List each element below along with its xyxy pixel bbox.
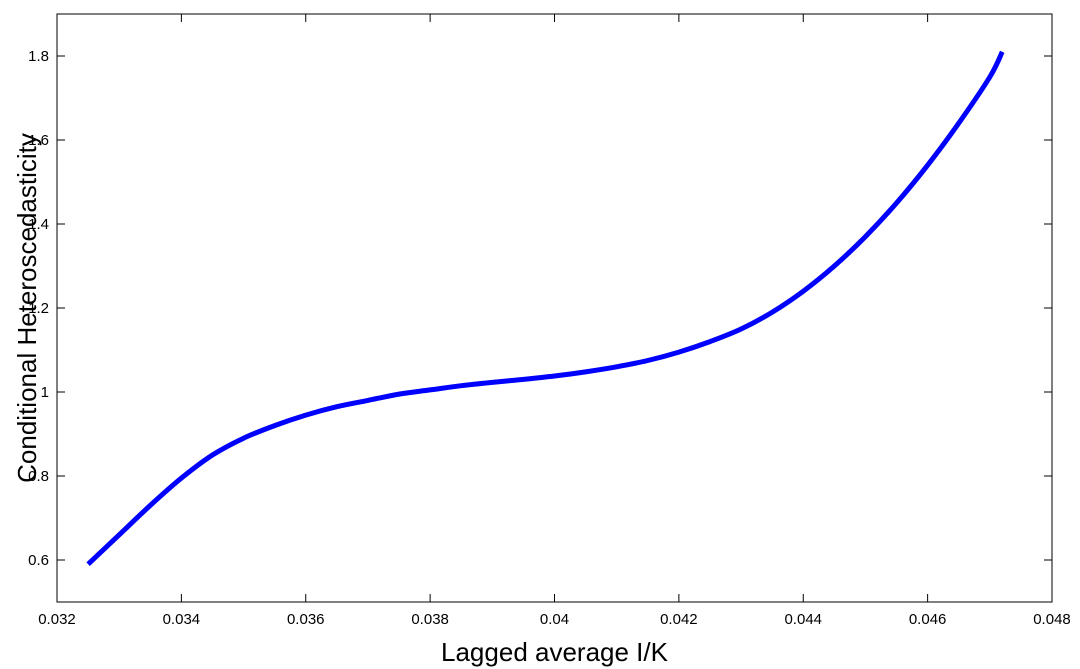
plot-frame <box>56 13 1053 603</box>
x-tick-label: 0.04 <box>540 611 569 628</box>
x-tick-label: 0.042 <box>660 611 698 628</box>
x-tick-label: 0.046 <box>909 611 947 628</box>
y-tick-label: 0.6 <box>28 552 49 569</box>
y-tick-label: 1 <box>41 384 49 401</box>
tick-labels: 0.032 0.034 0.036 0.038 0.04 0.042 0.044 0.046 0… <box>28 48 1071 628</box>
y-tick-label: 1.6 <box>28 132 49 149</box>
x-tick-label: 0.032 <box>38 611 76 628</box>
y-tick-label: 1.2 <box>28 300 49 317</box>
x-tick-label: 0.034 <box>163 611 201 628</box>
y-tick-label: 1.8 <box>28 48 49 65</box>
x-axis-label: Lagged average I/K <box>441 637 669 667</box>
series-line <box>86 50 1005 567</box>
y-axis-label: Conditional Heteroscedasticity <box>12 133 42 483</box>
x-tick-label: 0.036 <box>287 611 325 628</box>
y-tick-label: 0.8 <box>28 468 49 485</box>
x-tick-label: 0.038 <box>411 611 449 628</box>
x-tick-label: 0.044 <box>784 611 822 628</box>
y-tick-label: 1.4 <box>28 216 49 233</box>
x-tick-label: 0.048 <box>1033 611 1071 628</box>
